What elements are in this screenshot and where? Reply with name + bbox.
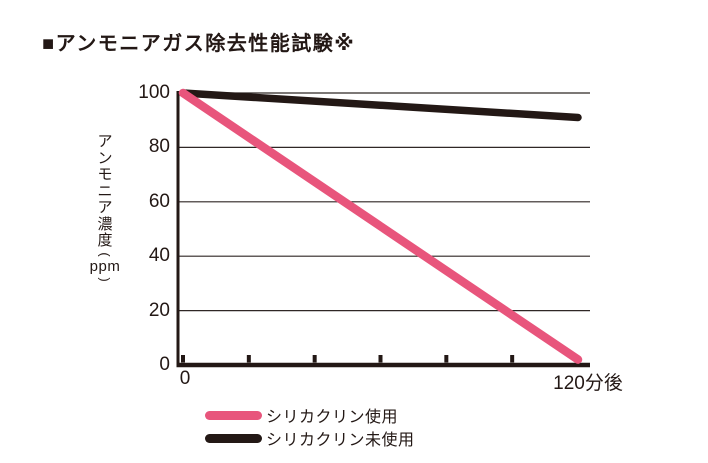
y-tick-label: 80: [148, 136, 170, 158]
legend: シリカクリン使用 シリカクリン未使用: [205, 405, 415, 449]
y-tick-label: 40: [148, 245, 170, 267]
chart-title: ■アンモニアガス除去性能試験※: [42, 33, 356, 55]
legend-swatch-black-line: [205, 433, 262, 443]
x-tick-label-end: 120分後: [553, 373, 623, 394]
legend-label-unused: シリカクリン未使用: [266, 432, 415, 449]
legend-swatch-pink-line: [205, 410, 262, 420]
y-axis-title: アンモニア濃度 ( ppm ): [86, 133, 124, 284]
legend-label-used: シリカクリン使用: [266, 409, 399, 426]
legend-item-used: シリカクリン使用: [205, 405, 415, 426]
y-axis-unit: ppm: [89, 257, 121, 275]
y-tick-label: 60: [148, 190, 170, 212]
y-axis-title-vertical-text: アンモニア濃度: [97, 133, 113, 249]
y-tick-label: 0: [159, 354, 170, 375]
y-tick-label: 20: [148, 299, 170, 321]
legend-item-unused: シリカクリン未使用: [205, 428, 415, 449]
y-tick-label: 100: [138, 82, 170, 103]
x-tick-label-origin: 0: [179, 368, 191, 389]
